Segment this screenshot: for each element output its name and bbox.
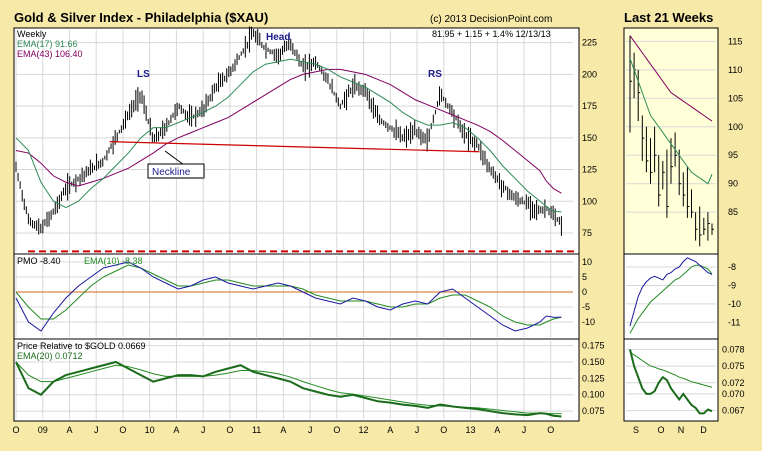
price-stats: 81.95 + 1.15 + 1.4% 12/13/13: [432, 29, 551, 39]
short-window-title: Last 21 Weeks: [624, 10, 714, 25]
y-tick-label: 0.067: [722, 406, 745, 416]
x-tick-label: J: [94, 425, 99, 435]
legend-relative: Price Relative to $GOLD 0.0669: [17, 341, 146, 351]
pmo-ema-line: [15, 264, 562, 326]
legend-relative-ema: EMA(20) 0.0712: [17, 351, 83, 361]
legend-pmo: PMO -8.40: [17, 256, 61, 266]
ema43-line: [15, 68, 562, 194]
short-relative-panel: [623, 338, 719, 422]
x-tick-label: 10: [145, 425, 155, 435]
x-tick-label: A: [280, 425, 286, 435]
x-tick-label: 12: [359, 425, 369, 435]
x-tick-label: O: [333, 425, 340, 435]
y-tick-label: 0.075: [582, 406, 605, 416]
x-tick-label: A: [173, 425, 179, 435]
y-tick-label: 75: [582, 228, 592, 238]
y-tick-label: 175: [582, 101, 597, 111]
pmo-panel: [13, 253, 580, 340]
y-tick-label: 10: [582, 257, 592, 267]
short-x-tick-label: N: [678, 425, 685, 435]
y-tick-label: 110: [728, 65, 742, 75]
y-tick-label: 0.072: [722, 378, 745, 388]
x-tick-label: O: [226, 425, 233, 435]
y-tick-label: 115: [728, 36, 742, 46]
legend-weekly: Weekly: [17, 29, 47, 39]
annotation-neckline: Neckline: [152, 167, 191, 178]
short-x-tick-label: S: [633, 425, 639, 435]
short-ema43-line: [629, 35, 713, 122]
short-ema17-line: [629, 58, 713, 185]
short-x-tick-label: O: [657, 425, 664, 435]
tick-labels: O 09 A J O 10 A J O 11 A J O 12 A J O 13 A J O75100125150175…: [12, 36, 744, 435]
short-relative-line: [629, 349, 713, 415]
legend-ema17: EMA(17) 91.66: [17, 39, 78, 49]
y-tick-label: 5: [582, 272, 587, 282]
x-tick-label: O: [119, 425, 126, 435]
short-x-tick-label: D: [700, 425, 707, 435]
y-tick-label: -9: [728, 280, 736, 290]
y-tick-label: 200: [582, 69, 597, 79]
y-tick-label: 100: [728, 122, 743, 132]
x-tick-label: 11: [252, 425, 261, 435]
y-tick-label: -10: [728, 299, 741, 309]
y-tick-label: 100: [582, 196, 597, 206]
y-tick-label: 90: [728, 179, 738, 189]
short-relative-ema-line: [629, 351, 713, 388]
y-tick-label: 225: [582, 38, 597, 48]
neckline-callout: Neckline: [147, 150, 205, 179]
pmo-line: [15, 261, 562, 332]
y-tick-label: 0.150: [582, 357, 605, 367]
x-tick-label: J: [201, 425, 206, 435]
y-tick-label: 0.100: [582, 390, 605, 400]
x-tick-label: 09: [38, 425, 48, 435]
short-pmo-ema-line: [629, 264, 713, 334]
relative-line: [15, 360, 562, 418]
y-tick-label: 105: [728, 93, 743, 103]
chart-marks: [15, 26, 714, 418]
y-tick-label: 0.125: [582, 373, 605, 383]
x-tick-label: O: [12, 425, 19, 435]
y-tick-label: -5: [582, 302, 590, 312]
x-tick-label: J: [522, 425, 527, 435]
y-tick-label: 0.070: [722, 389, 745, 399]
x-tick-label: A: [387, 425, 393, 435]
annotation-rs: RS: [428, 69, 442, 80]
y-tick-label: 125: [582, 165, 597, 175]
ema17-line: [15, 58, 562, 213]
legend-pmo-ema: EMA(10) -8.38: [84, 256, 143, 266]
annotation-ls: LS: [137, 69, 150, 80]
y-tick-label: 0.075: [722, 361, 745, 371]
y-tick-label: 95: [728, 150, 738, 160]
chart-title: Gold & Silver Index - Philadelphia ($XAU…: [14, 10, 269, 25]
legend-ema43: EMA(43) 106.40: [17, 49, 83, 59]
x-tick-label: O: [440, 425, 447, 435]
relative-panel: [13, 338, 580, 422]
y-tick-label: 0.175: [582, 341, 605, 351]
relative-ema-line: [15, 361, 562, 415]
x-tick-label: A: [494, 425, 500, 435]
x-tick-label: J: [415, 425, 420, 435]
neckline-line: [109, 141, 480, 153]
price-panel: [13, 27, 580, 255]
y-tick-label: 85: [728, 207, 738, 217]
x-tick-label: J: [308, 425, 313, 435]
y-tick-label: -10: [582, 317, 595, 327]
gridlines: [15, 30, 716, 419]
x-tick-label: O: [547, 425, 554, 435]
copyright: (c) 2013 DecisionPoint.com: [430, 14, 553, 25]
y-tick-label: 0: [582, 287, 587, 297]
annotation-head: Head: [266, 32, 290, 43]
x-tick-label: A: [66, 425, 72, 435]
y-tick-label: -11: [728, 317, 740, 327]
short-pmo-line: [629, 257, 713, 327]
y-tick-label: -8: [728, 262, 736, 272]
y-tick-label: 150: [582, 133, 597, 143]
y-tick-label: 0.078: [722, 344, 745, 354]
x-tick-label: 13: [466, 425, 476, 435]
